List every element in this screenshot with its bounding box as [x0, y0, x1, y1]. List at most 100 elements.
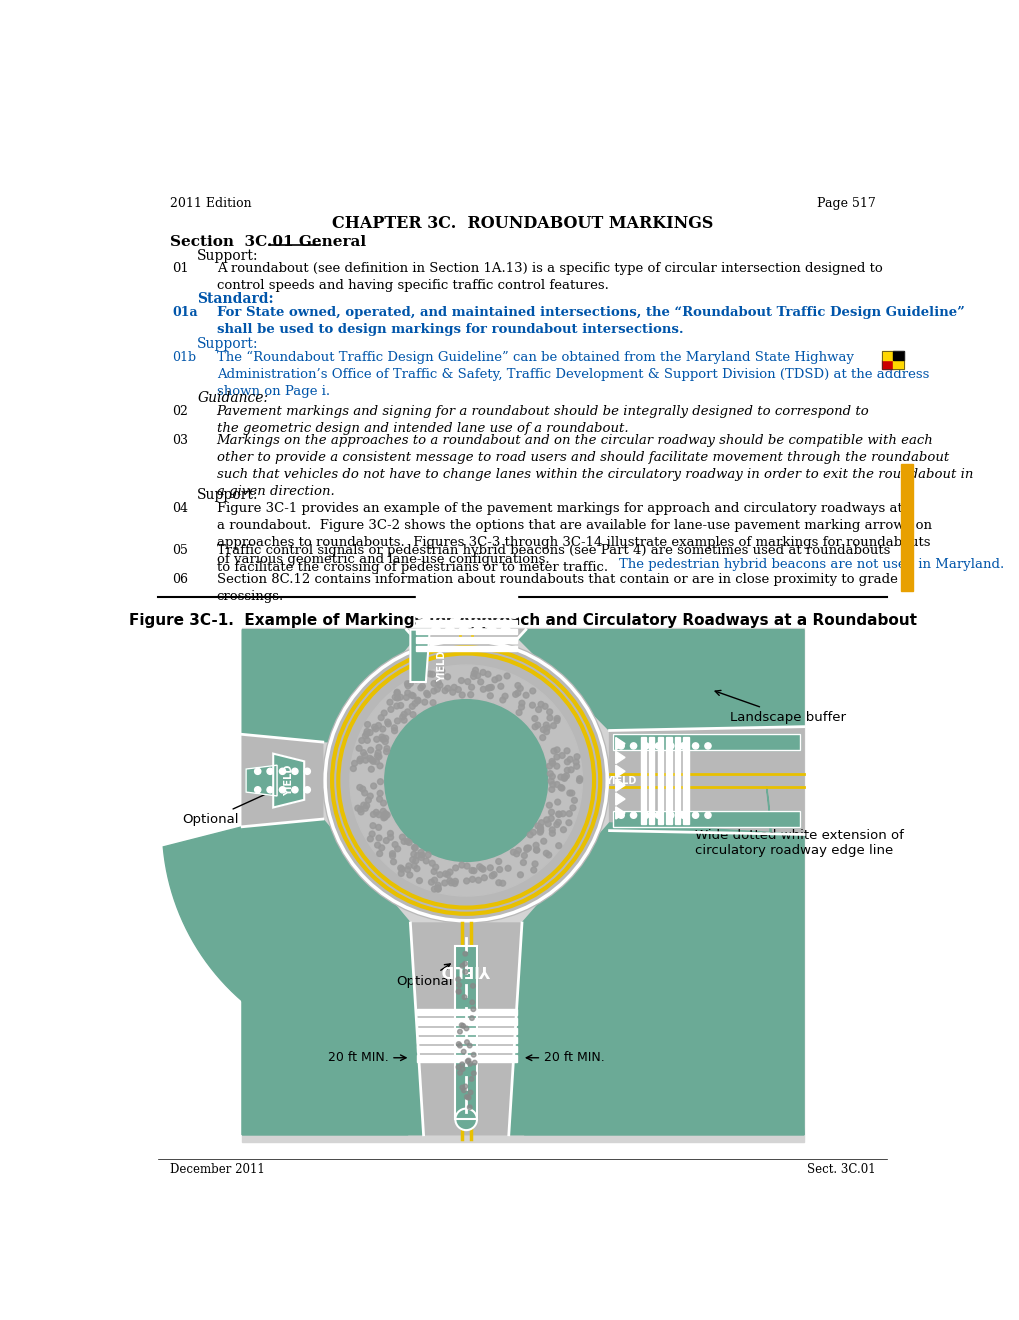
- Circle shape: [468, 1090, 473, 1094]
- Circle shape: [555, 812, 561, 817]
- Circle shape: [365, 797, 371, 803]
- Circle shape: [386, 700, 392, 705]
- Circle shape: [357, 784, 363, 791]
- Circle shape: [359, 738, 365, 743]
- Circle shape: [409, 692, 415, 698]
- Circle shape: [543, 850, 549, 857]
- Circle shape: [441, 688, 447, 693]
- Circle shape: [291, 768, 298, 775]
- Circle shape: [394, 718, 400, 723]
- Circle shape: [351, 766, 356, 771]
- Text: YIELD: YIELD: [441, 962, 490, 977]
- Circle shape: [383, 748, 389, 755]
- Circle shape: [501, 693, 507, 700]
- Circle shape: [546, 709, 552, 715]
- Bar: [893, 351, 903, 360]
- Bar: [416, 1047, 516, 1052]
- Circle shape: [504, 866, 511, 871]
- Circle shape: [485, 672, 490, 677]
- Text: 04: 04: [172, 502, 189, 515]
- Text: Wide dotted white extension of
circulatory roadway edge line: Wide dotted white extension of circulato…: [659, 814, 903, 857]
- Circle shape: [499, 697, 505, 702]
- Circle shape: [441, 880, 447, 886]
- Circle shape: [549, 760, 555, 766]
- Text: Section 8C.12 contains information about roundabouts that contain or are in clos: Section 8C.12 contains information about…: [216, 573, 897, 603]
- Circle shape: [561, 775, 567, 780]
- Circle shape: [384, 812, 389, 818]
- Circle shape: [376, 836, 381, 841]
- Circle shape: [371, 725, 377, 730]
- Circle shape: [537, 824, 542, 830]
- Circle shape: [381, 813, 386, 818]
- Circle shape: [446, 869, 452, 875]
- Circle shape: [704, 812, 710, 818]
- Circle shape: [418, 850, 424, 855]
- Circle shape: [465, 1059, 470, 1064]
- Circle shape: [510, 849, 516, 855]
- Circle shape: [524, 846, 529, 853]
- Text: Standard:: Standard:: [197, 293, 274, 306]
- Circle shape: [667, 812, 674, 818]
- Circle shape: [384, 719, 390, 725]
- Circle shape: [540, 838, 546, 845]
- Circle shape: [471, 1007, 475, 1011]
- Circle shape: [543, 817, 549, 822]
- Circle shape: [548, 759, 554, 764]
- Circle shape: [406, 863, 412, 869]
- Text: 01a: 01a: [172, 306, 198, 319]
- Circle shape: [387, 830, 393, 837]
- Circle shape: [491, 677, 497, 682]
- Circle shape: [352, 760, 358, 766]
- Circle shape: [379, 726, 385, 733]
- Bar: [416, 638, 517, 643]
- Circle shape: [357, 758, 363, 764]
- Polygon shape: [273, 754, 304, 808]
- Circle shape: [454, 1109, 477, 1130]
- Circle shape: [455, 1065, 461, 1069]
- Circle shape: [360, 750, 366, 755]
- Circle shape: [384, 700, 547, 862]
- Circle shape: [516, 710, 522, 715]
- Circle shape: [399, 834, 405, 840]
- Circle shape: [480, 669, 485, 676]
- Circle shape: [478, 866, 484, 871]
- Circle shape: [467, 1043, 472, 1048]
- Bar: [416, 1028, 516, 1034]
- Circle shape: [564, 748, 570, 754]
- Circle shape: [567, 756, 573, 762]
- Circle shape: [389, 850, 395, 857]
- Bar: [416, 645, 517, 651]
- Bar: [612, 734, 800, 750]
- Polygon shape: [163, 826, 408, 1135]
- Circle shape: [525, 845, 531, 851]
- Circle shape: [469, 867, 475, 874]
- Circle shape: [360, 787, 365, 792]
- Circle shape: [444, 673, 450, 680]
- Circle shape: [495, 675, 501, 681]
- Circle shape: [542, 704, 547, 709]
- Circle shape: [466, 1059, 471, 1063]
- Bar: [416, 1038, 516, 1043]
- Circle shape: [464, 1094, 469, 1100]
- Circle shape: [449, 689, 455, 696]
- Circle shape: [532, 723, 538, 730]
- Circle shape: [463, 1084, 468, 1089]
- Circle shape: [470, 673, 476, 680]
- Circle shape: [369, 832, 375, 837]
- Text: Markings on the approaches to a roundabout and on the circular roadway should be: Markings on the approaches to a roundabo…: [216, 434, 972, 498]
- Circle shape: [568, 767, 574, 772]
- Circle shape: [412, 845, 418, 851]
- Circle shape: [555, 842, 561, 849]
- Circle shape: [573, 759, 579, 766]
- Circle shape: [487, 693, 493, 698]
- Circle shape: [517, 873, 523, 878]
- Polygon shape: [485, 623, 497, 632]
- Text: Guidance:: Guidance:: [197, 391, 268, 405]
- Circle shape: [398, 866, 405, 873]
- Circle shape: [452, 878, 458, 884]
- Circle shape: [618, 812, 624, 818]
- Circle shape: [460, 1085, 465, 1090]
- Circle shape: [377, 779, 383, 784]
- Text: December 2011: December 2011: [170, 1163, 265, 1176]
- Circle shape: [489, 873, 495, 879]
